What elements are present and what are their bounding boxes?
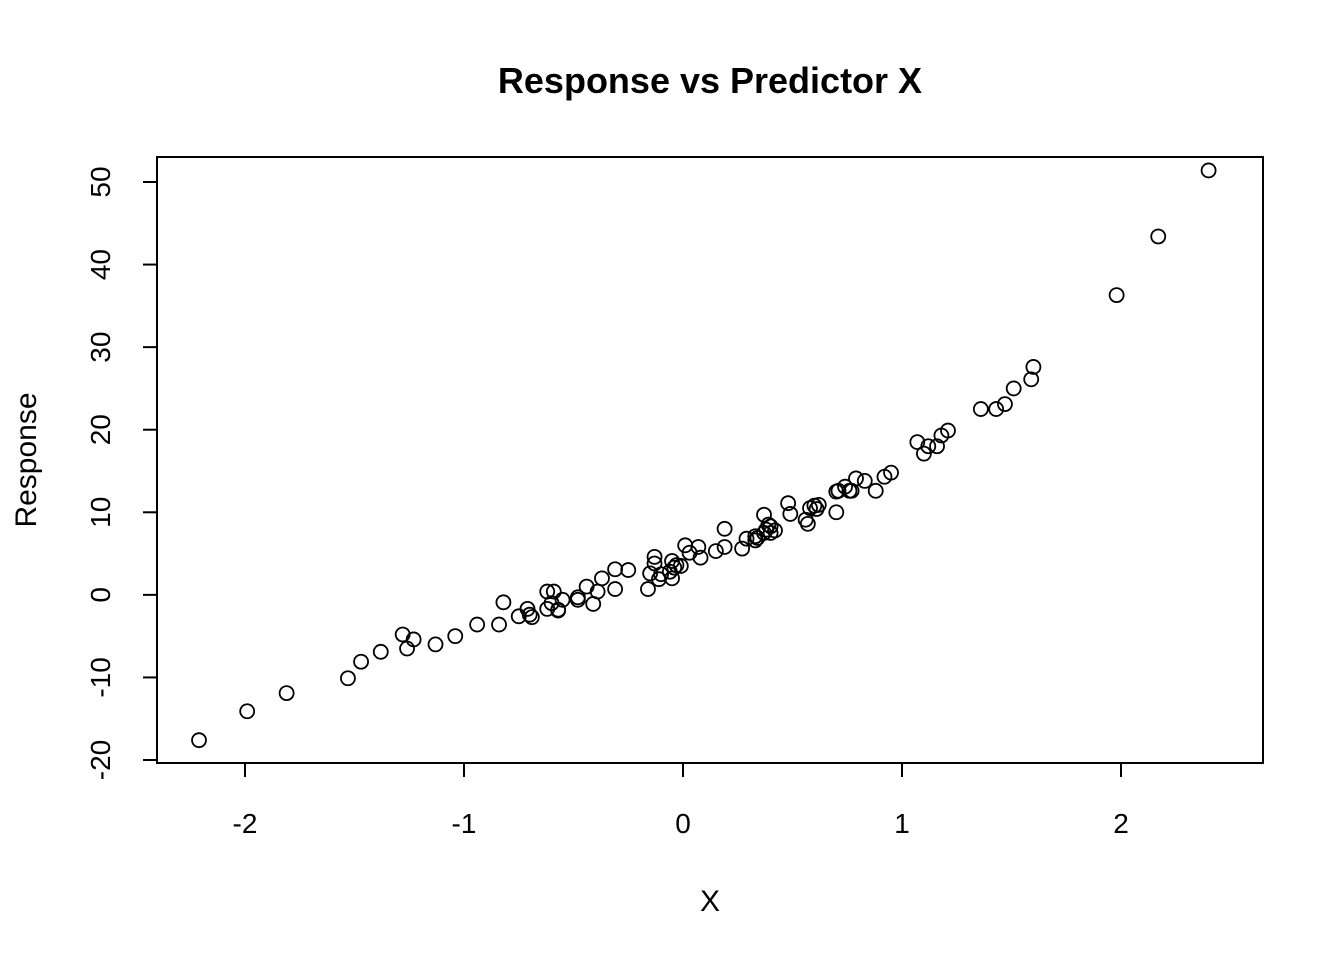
data-point (1005, 380, 1022, 397)
y-tick-label: 0 (85, 587, 116, 603)
data-point (278, 685, 295, 702)
chart-title: Response vs Predictor X (498, 60, 922, 101)
x-tick-label: 1 (894, 808, 910, 839)
data-point (666, 559, 683, 576)
data-point (372, 643, 389, 660)
data-point (988, 401, 1005, 417)
data-point (340, 670, 356, 687)
data-point (848, 470, 864, 487)
data-point (550, 602, 567, 619)
data-point (762, 518, 779, 535)
data-point (607, 581, 624, 597)
y-tick-label: 20 (85, 414, 116, 445)
data-point (883, 464, 899, 481)
data-point (607, 561, 624, 578)
data-point (554, 591, 571, 608)
x-tick-label: -2 (233, 808, 258, 839)
data-point (716, 520, 733, 537)
x-axis-label: X (700, 885, 720, 918)
data-point (997, 396, 1013, 413)
data-point (640, 581, 656, 597)
data-point (799, 515, 816, 532)
data-point (1200, 162, 1217, 179)
data-point (521, 606, 538, 623)
data-point (545, 583, 562, 600)
data-point (672, 558, 689, 574)
x-tick-label: 2 (1113, 808, 1129, 839)
data-point (1023, 371, 1040, 388)
data-point (642, 565, 659, 582)
data-point (569, 589, 586, 606)
y-axis-label: Response (10, 392, 43, 527)
data-point (594, 570, 610, 587)
data-point (447, 628, 464, 645)
y-tick-label: 50 (85, 166, 116, 197)
data-point (405, 631, 422, 648)
data-points (191, 162, 1217, 749)
data-point (191, 732, 207, 749)
data-point (1025, 359, 1042, 375)
data-point (469, 616, 486, 633)
data-point (828, 504, 845, 521)
data-point (756, 506, 772, 523)
data-point (856, 473, 873, 489)
y-tick-label: 40 (85, 249, 116, 280)
plot-frame (156, 156, 1264, 764)
data-point (780, 495, 797, 512)
data-point (867, 482, 884, 499)
data-point (1150, 228, 1167, 245)
x-tick-label: -1 (452, 808, 477, 839)
data-point (734, 540, 751, 557)
x-tick-label: 0 (675, 808, 691, 839)
data-point (692, 549, 709, 566)
data-point (716, 539, 733, 555)
data-point (972, 401, 989, 417)
data-point (810, 496, 827, 513)
data-point (707, 543, 724, 559)
data-point (940, 422, 956, 439)
data-point (909, 434, 926, 451)
data-point (690, 539, 707, 555)
data-point (664, 553, 680, 569)
data-point (523, 609, 540, 626)
data-point (495, 594, 512, 611)
data-point (782, 506, 799, 522)
data-point (491, 616, 507, 633)
y-tick-label: -20 (85, 740, 116, 780)
data-point (646, 548, 663, 565)
y-tick-label: 10 (85, 497, 116, 528)
data-point (427, 636, 444, 653)
y-tick-label: -10 (85, 657, 116, 697)
data-point (653, 566, 669, 583)
data-point (738, 530, 755, 547)
y-axis: -20 -10 0 10 20 30 40 50 (85, 166, 158, 780)
data-point (1108, 287, 1125, 304)
data-point (620, 562, 637, 578)
data-point (767, 522, 783, 539)
y-tick-label: 30 (85, 332, 116, 363)
data-point (929, 438, 945, 455)
data-point (920, 438, 937, 455)
x-axis: -2 -1 0 1 2 (233, 762, 1129, 839)
data-point (353, 653, 369, 670)
data-point (239, 703, 256, 720)
